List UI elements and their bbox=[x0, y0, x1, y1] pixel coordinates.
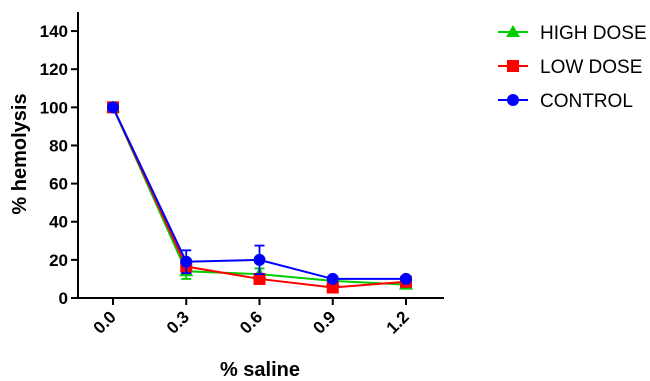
legend-item-control: CONTROL bbox=[498, 91, 633, 112]
data-point-control bbox=[253, 253, 266, 266]
data-point-control bbox=[180, 255, 193, 268]
legend-label: HIGH DOSE bbox=[540, 23, 647, 44]
y-tick-label: 120 bbox=[40, 60, 68, 79]
x-tick-label: 0.0 bbox=[90, 307, 120, 337]
data-point-low-dose bbox=[253, 272, 266, 285]
legend-item-high-dose: HIGH DOSE bbox=[498, 23, 647, 44]
legend-label: LOW DOSE bbox=[540, 57, 642, 78]
legend-label: CONTROL bbox=[540, 91, 633, 112]
y-tick-label: 0 bbox=[59, 289, 68, 308]
data-point-control bbox=[107, 101, 119, 114]
x-axis-title: % saline bbox=[220, 359, 300, 381]
legend-marker-low-dose bbox=[507, 60, 519, 72]
axes: 0 20 40 60 80 100 120 140 0.0 0.3 0.6 0.9 1.2 bbox=[40, 12, 444, 338]
legend-item-low-dose: LOW DOSE bbox=[498, 57, 642, 78]
legend-marker-high-dose bbox=[506, 25, 520, 37]
y-tick-label: 40 bbox=[49, 213, 68, 232]
x-tick-label: 0.3 bbox=[163, 307, 193, 337]
y-tick-label: 100 bbox=[40, 98, 68, 117]
legend: HIGH DOSE LOW DOSE CONTROL bbox=[498, 23, 647, 112]
y-tick-label: 20 bbox=[49, 251, 68, 270]
data-point-control bbox=[400, 272, 412, 285]
legend-marker-control bbox=[507, 94, 519, 106]
x-tick-label: 0.9 bbox=[309, 307, 339, 337]
x-tick-label: 0.6 bbox=[236, 307, 266, 337]
y-tick-label: 80 bbox=[49, 136, 68, 155]
y-tick-label: 140 bbox=[40, 22, 68, 41]
series-control bbox=[107, 101, 412, 285]
x-tick-label: 1.2 bbox=[383, 307, 413, 337]
y-tick-label: 60 bbox=[49, 175, 68, 194]
data-point-low-dose bbox=[326, 281, 339, 294]
data-point-control bbox=[326, 272, 339, 285]
y-axis-title: % hemolysis bbox=[9, 93, 31, 214]
series-layer bbox=[106, 100, 413, 294]
